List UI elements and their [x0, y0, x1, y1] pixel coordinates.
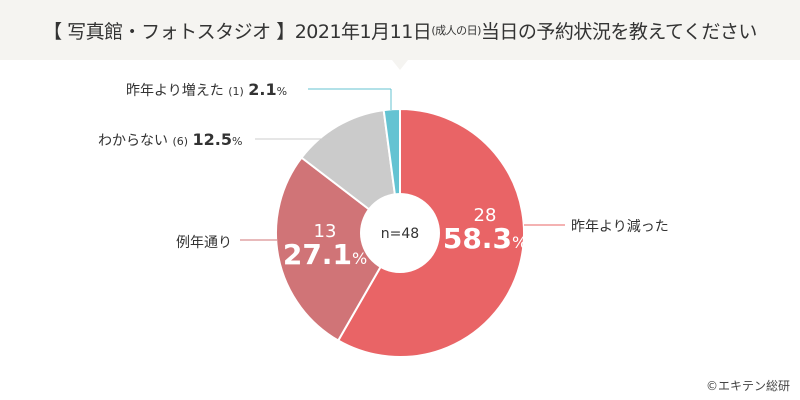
slice-label-same: 13 27.1%: [282, 221, 368, 271]
title-end: 当日の予約状況を教えてください: [480, 20, 757, 43]
sample-size: n=48: [380, 226, 420, 242]
slice-label-decreased: 28 58.3%: [442, 205, 528, 255]
credit: ©エキテン総研: [705, 379, 790, 393]
title-main: 【 写真館・フォトスタジオ 】2021年1月11日: [43, 20, 432, 43]
chart-title: 【 写真館・フォトスタジオ 】2021年1月11日 (成人の日) 当日の予約状況…: [0, 0, 800, 60]
label-same: 例年通り: [176, 235, 232, 251]
label-decreased: 昨年より減った: [571, 219, 669, 235]
label-unknown: わからない (6) 12.5%: [98, 130, 243, 149]
pie-slice: [275, 156, 402, 342]
donut-hole: [360, 193, 440, 273]
title-pointer: [392, 60, 408, 70]
title-note: (成人の日): [431, 24, 481, 37]
label-increased: 昨年より増えた (1) 2.1%: [126, 80, 288, 99]
